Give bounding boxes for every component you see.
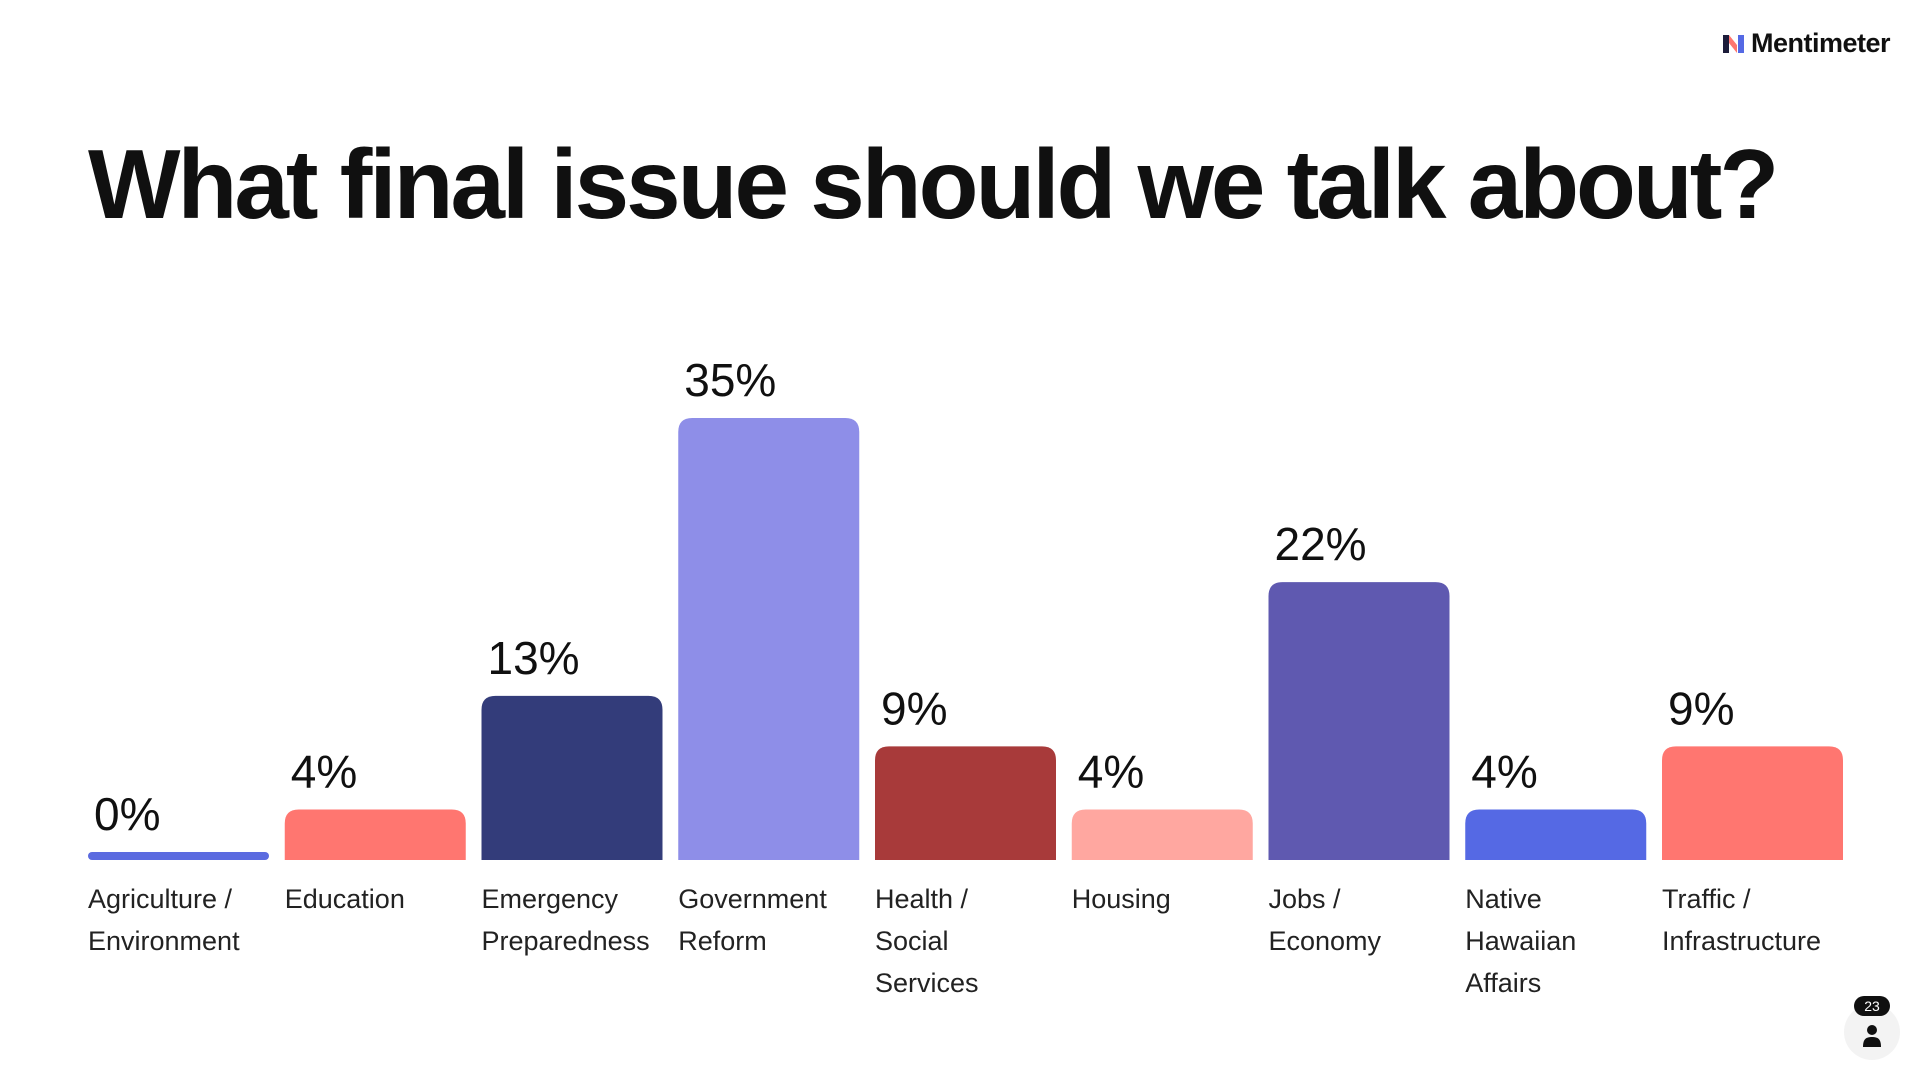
bar-value-label: 9% [1668, 682, 1734, 734]
category-label: Affairs [1465, 968, 1541, 998]
category-label: Social [875, 926, 949, 956]
bar [284, 809, 466, 860]
category-label: Government [678, 884, 827, 914]
page-title: What final issue should we talk about? [88, 129, 1779, 239]
category-label: Traffic / [1662, 884, 1751, 914]
bar-value-label: 9% [881, 682, 947, 734]
bar-value-label: 13% [488, 632, 580, 684]
category-label: Infrastructure [1662, 926, 1821, 956]
category-label: Hawaiian [1465, 926, 1576, 956]
category-label: Health / [875, 884, 969, 914]
brand-name: Mentimeter [1750, 28, 1891, 58]
mentimeter-logo-icon [1722, 34, 1744, 53]
category-label: Education [285, 884, 405, 914]
participants-button[interactable]: 23 [1844, 996, 1900, 1060]
category-label: Reform [678, 926, 767, 956]
bar-value-label: 4% [1078, 745, 1144, 797]
bar [875, 746, 1056, 860]
bar-value-label: 35% [684, 354, 776, 406]
person-icon [1863, 1025, 1881, 1047]
category-label: Emergency [482, 884, 619, 914]
bar [1465, 809, 1647, 860]
bar-value-label: 0% [94, 788, 160, 840]
bar [88, 852, 269, 860]
bar-value-label: 4% [291, 745, 357, 797]
category-label: Housing [1072, 884, 1171, 914]
category-label: Native [1465, 884, 1542, 914]
bar [1071, 809, 1253, 860]
bar [1662, 746, 1843, 860]
category-label: Jobs / [1269, 884, 1342, 914]
category-label: Economy [1269, 926, 1382, 956]
bar-value-label: 4% [1471, 745, 1537, 797]
bar-value-label: 22% [1275, 518, 1367, 570]
bar [1268, 582, 1450, 860]
bar [481, 695, 663, 860]
brand: Mentimeter [1722, 28, 1891, 59]
category-label: Services [875, 968, 979, 998]
category-label: Preparedness [482, 926, 650, 956]
category-label: Environment [88, 926, 240, 956]
bar [678, 418, 860, 860]
participant-count: 23 [1854, 996, 1890, 1016]
category-label: Agriculture / [88, 884, 233, 914]
